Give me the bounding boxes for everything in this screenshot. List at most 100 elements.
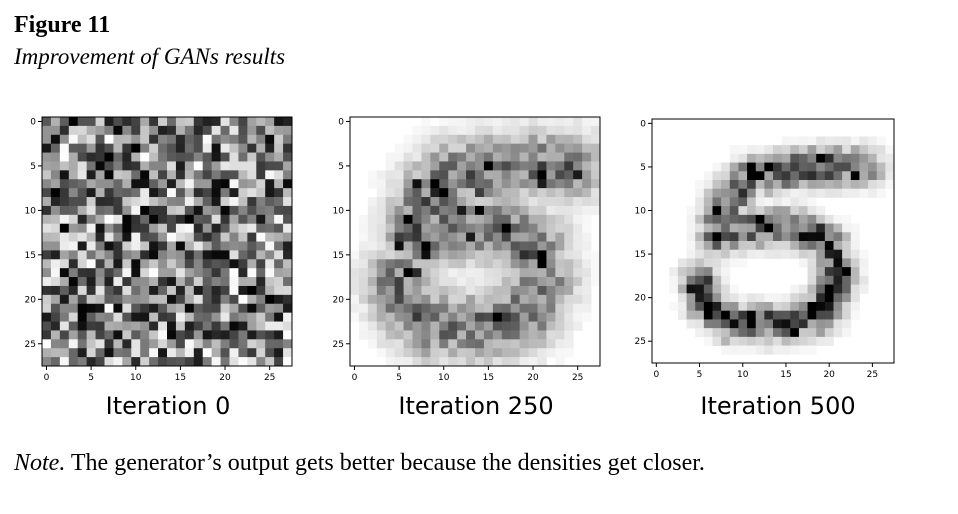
heatmap-cell — [582, 259, 591, 268]
heatmap-cell — [756, 189, 765, 198]
heatmap-cell — [78, 268, 87, 277]
heatmap-cell — [738, 163, 747, 172]
heatmap-cell — [51, 170, 60, 179]
heatmap-cell — [377, 188, 386, 197]
heatmap-cell — [816, 241, 825, 250]
heatmap-cell — [149, 197, 158, 206]
heatmap-cell — [439, 197, 448, 206]
heatmap-cell — [825, 189, 834, 198]
heatmap-cell — [493, 277, 502, 286]
heatmap-cell — [69, 215, 78, 224]
heatmap-cell — [78, 286, 87, 295]
heatmap-cell — [265, 233, 274, 242]
heatmap-cell — [582, 144, 591, 153]
heatmap-cell — [842, 328, 851, 337]
heatmap-cell — [256, 348, 265, 357]
heatmap-cell — [105, 126, 114, 135]
heatmap-cell — [799, 311, 808, 320]
heatmap-cell — [167, 215, 176, 224]
heatmap-cell — [511, 357, 520, 366]
heatmap-cell — [546, 161, 555, 170]
heatmap-cell — [265, 224, 274, 233]
heatmap-cell — [140, 144, 149, 153]
heatmap-cell — [529, 161, 538, 170]
heatmap-cell — [265, 153, 274, 162]
heatmap-cell — [687, 311, 696, 320]
heatmap-cell — [87, 135, 96, 144]
heatmap-cell — [511, 233, 520, 242]
heatmap-cell — [230, 357, 239, 366]
heatmap-cell — [520, 117, 529, 126]
heatmap-cell — [695, 206, 704, 215]
heatmap-cell — [713, 285, 722, 294]
heatmap-cell — [140, 215, 149, 224]
heatmap-cell — [721, 215, 730, 224]
heatmap-cell — [283, 161, 292, 170]
heatmap-cell — [194, 259, 203, 268]
heatmap-cell — [475, 286, 484, 295]
heatmap-cell — [212, 339, 221, 348]
heatmap-cell — [538, 215, 547, 224]
y-tick-label: 25 — [25, 340, 36, 350]
heatmap-cell — [799, 163, 808, 172]
heatmap-cell — [484, 153, 493, 162]
heatmap-cell — [713, 293, 722, 302]
heatmap-cell — [448, 170, 457, 179]
heatmap-cell — [42, 170, 51, 179]
heatmap-cell — [484, 286, 493, 295]
heatmap-cell — [555, 224, 564, 233]
heatmap-cell — [790, 180, 799, 189]
heatmap-cell — [96, 295, 105, 304]
heatmap-cell — [51, 322, 60, 331]
heatmap-cell — [203, 339, 212, 348]
heatmap-cell — [834, 302, 843, 311]
heatmap-cell — [69, 135, 78, 144]
heatmap-cell — [790, 285, 799, 294]
heatmap-cell — [60, 188, 69, 197]
heatmap-cell — [782, 206, 791, 215]
heatmap-cell — [274, 259, 283, 268]
heatmap-cell — [773, 232, 782, 241]
heatmap-cell — [448, 206, 457, 215]
heatmap-cell — [96, 135, 105, 144]
panel-caption-2: Iteration 500 — [648, 392, 908, 420]
heatmap-cell — [738, 215, 747, 224]
heatmap-cell — [87, 348, 96, 357]
heatmap-cell — [493, 242, 502, 251]
heatmap-cell — [247, 242, 256, 251]
heatmap-cell — [466, 339, 475, 348]
heatmap-cell — [738, 311, 747, 320]
heatmap-cell — [834, 311, 843, 320]
heatmap-cell — [859, 136, 868, 145]
heatmap-cell — [859, 285, 868, 294]
heatmap-cell — [256, 277, 265, 286]
heatmap-cell — [695, 311, 704, 320]
heatmap-cell — [466, 330, 475, 339]
heatmap-cell — [404, 348, 413, 357]
heatmap-cell — [695, 319, 704, 328]
heatmap-cell — [421, 206, 430, 215]
heatmap-cell — [274, 268, 283, 277]
heatmap-cell — [764, 154, 773, 163]
heatmap-cell — [538, 117, 547, 126]
heatmap-cell — [842, 232, 851, 241]
heatmap-cell — [756, 197, 765, 206]
heatmap-cell — [194, 322, 203, 331]
heatmap-cell — [230, 117, 239, 126]
heatmap-cell — [413, 357, 422, 366]
heatmap-cell — [825, 163, 834, 172]
heatmap-cell — [834, 293, 843, 302]
heatmap-cell — [131, 233, 140, 242]
heatmap-cell — [520, 313, 529, 322]
heatmap-cell — [457, 242, 466, 251]
heatmap-cell — [687, 267, 696, 276]
heatmap-cell — [713, 328, 722, 337]
heatmap-cell — [87, 250, 96, 259]
heatmap-cell — [69, 304, 78, 313]
heatmap-cell — [475, 259, 484, 268]
heatmap-cell — [238, 117, 247, 126]
heatmap-cell — [377, 268, 386, 277]
heatmap-cell — [582, 268, 591, 277]
heatmap-cell — [149, 357, 158, 366]
heatmap-cell — [738, 180, 747, 189]
